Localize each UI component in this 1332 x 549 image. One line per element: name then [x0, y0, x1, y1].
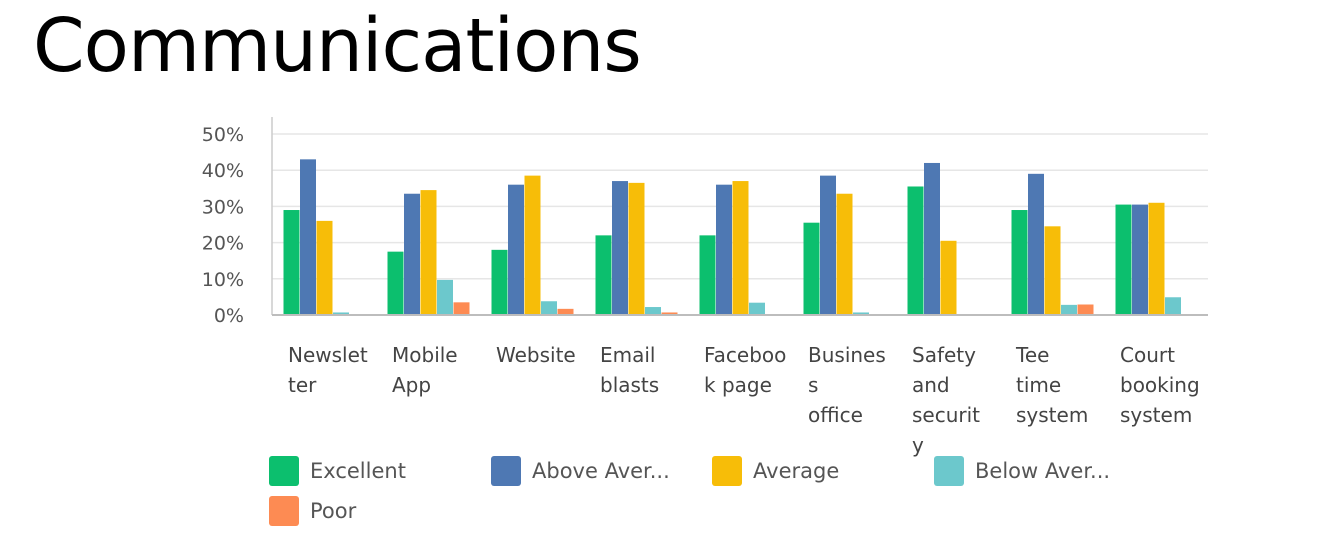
- x-tick-label: Tee: [1015, 343, 1049, 367]
- bar: [699, 235, 716, 315]
- bar: [300, 159, 316, 315]
- bar: [1165, 297, 1181, 315]
- bar: [453, 302, 470, 315]
- x-tick-label: Safety: [912, 343, 976, 367]
- bar: [1115, 204, 1132, 315]
- y-tick-label: 10%: [202, 269, 244, 291]
- x-tick-label: y: [912, 433, 924, 457]
- bar: [612, 181, 628, 315]
- bar: [1061, 304, 1077, 315]
- bar: [541, 301, 557, 315]
- legend-item[interactable]: Poor: [269, 495, 356, 527]
- bar: [404, 193, 420, 315]
- legend-item[interactable]: Above Aver...: [491, 455, 670, 487]
- bar: [1044, 226, 1061, 315]
- bar: [420, 190, 437, 315]
- legend-label: Poor: [310, 499, 357, 523]
- x-tick-label: office: [808, 403, 863, 427]
- legend-item[interactable]: Average: [712, 455, 839, 487]
- bar: [387, 251, 404, 315]
- x-tick-label: system: [1120, 403, 1192, 427]
- legend-swatch: [934, 456, 964, 486]
- x-tick-label: blasts: [600, 373, 659, 397]
- bar: [1148, 202, 1165, 315]
- x-tick-label: Court: [1120, 343, 1175, 367]
- legend-label: Below Aver...: [975, 459, 1111, 483]
- bar: [283, 210, 300, 315]
- bar: [1011, 210, 1028, 315]
- x-tick-label: Newslet: [288, 343, 368, 367]
- legend-label: Above Aver...: [532, 459, 670, 483]
- legend-swatch: [712, 456, 742, 486]
- legend-label: Excellent: [310, 459, 406, 483]
- bar: [940, 240, 957, 315]
- y-tick-label: 50%: [202, 124, 244, 146]
- legend-swatch: [269, 496, 299, 526]
- bar: [524, 175, 541, 315]
- y-tick-label: 30%: [202, 196, 244, 218]
- bar: [907, 186, 924, 315]
- bar: [924, 162, 940, 315]
- bar: [316, 220, 333, 315]
- legend-swatch: [491, 456, 521, 486]
- x-tick-label: Mobile: [392, 343, 458, 367]
- legend-item[interactable]: Below Aver...: [934, 455, 1110, 487]
- x-tick-label: Website: [496, 343, 576, 367]
- x-tick-label: s: [808, 373, 818, 397]
- bar: [595, 235, 612, 315]
- x-tick-label: booking: [1120, 373, 1200, 397]
- bar: [333, 312, 349, 315]
- bar: [1077, 304, 1094, 315]
- x-tick-label: ter: [288, 373, 317, 397]
- bar: [491, 249, 508, 315]
- page-title: Communications: [33, 3, 642, 89]
- x-tick-label: Busines: [808, 343, 886, 367]
- x-tick-label: k page: [704, 373, 772, 397]
- x-tick-label: system: [1016, 403, 1088, 427]
- bar: [749, 302, 765, 315]
- bar: [661, 312, 678, 315]
- bar: [1028, 173, 1044, 315]
- bar: [836, 193, 853, 315]
- bar: [820, 175, 836, 315]
- x-tick-label: Email: [600, 343, 656, 367]
- x-tick-label: App: [392, 373, 431, 397]
- x-tick-label: securit: [912, 403, 980, 427]
- bar: [628, 182, 645, 315]
- bar: [732, 181, 749, 315]
- y-tick-label: 20%: [202, 233, 244, 255]
- bar: [716, 184, 732, 315]
- bar: [853, 312, 869, 315]
- bar: [557, 308, 574, 315]
- x-tick-label: Faceboo: [704, 343, 786, 367]
- bar: [1132, 204, 1148, 315]
- x-tick-label: time: [1016, 373, 1061, 397]
- y-tick-label: 40%: [202, 160, 244, 182]
- legend-item[interactable]: Excellent: [269, 455, 406, 487]
- legend-swatch: [269, 456, 299, 486]
- x-tick-label: and: [912, 373, 950, 397]
- bar: [803, 222, 820, 315]
- bar: [508, 184, 524, 315]
- legend-label: Average: [753, 459, 840, 483]
- y-tick-label: 0%: [214, 305, 244, 327]
- bar: [645, 307, 661, 315]
- bar: [437, 279, 453, 315]
